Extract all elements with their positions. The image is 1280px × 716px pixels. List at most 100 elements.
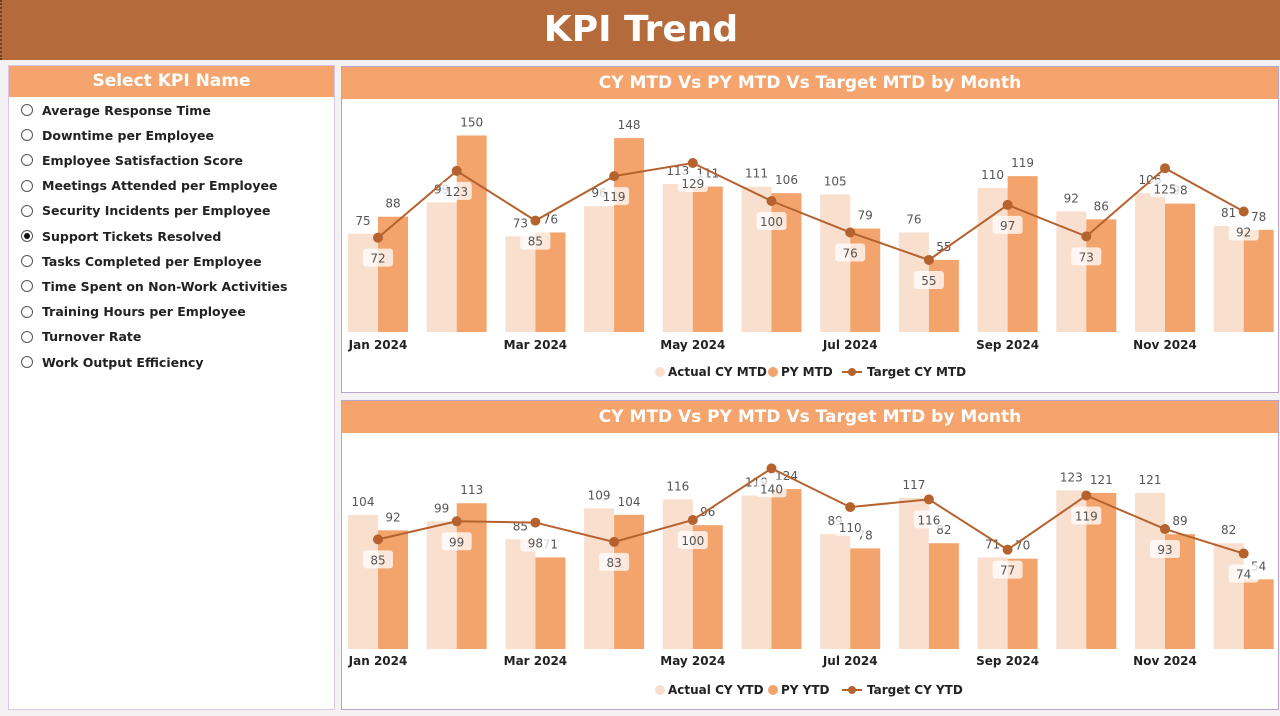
target-point xyxy=(923,254,934,265)
actual-label: 71 xyxy=(985,537,1000,551)
target-point xyxy=(1081,490,1092,501)
target-point xyxy=(1160,163,1170,174)
slicer-item-label: Time Spent on Non-Work Activities xyxy=(42,278,288,294)
legend-actual: Actual CY YTD xyxy=(668,683,764,697)
x-tick-label: Jul 2024 xyxy=(822,654,878,668)
py-bar xyxy=(1086,219,1117,332)
py-label: 104 xyxy=(618,495,641,509)
target-point xyxy=(687,515,698,525)
x-tick-label: Sep 2024 xyxy=(976,338,1039,352)
py-label: 78 xyxy=(1251,210,1266,224)
actual-bar xyxy=(741,495,772,649)
slicer-item[interactable]: Training Hours per Employee xyxy=(21,302,246,322)
target-label: 125 xyxy=(1154,182,1177,196)
target-point xyxy=(687,158,698,169)
chart-title: CY MTD Vs PY MTD Vs Target MTD by Month xyxy=(342,67,1278,99)
radio-icon[interactable] xyxy=(21,356,33,368)
x-tick-label: Jul 2024 xyxy=(822,338,878,352)
target-point xyxy=(373,534,383,545)
target-point xyxy=(923,494,934,505)
py-label: 79 xyxy=(858,209,873,223)
radio-icon[interactable] xyxy=(21,204,33,217)
target-label-bg xyxy=(835,243,866,262)
slicer-item-label: Average Response Time xyxy=(42,102,211,118)
py-bar xyxy=(928,543,959,649)
target-label: 100 xyxy=(681,534,704,548)
x-tick-label: Mar 2024 xyxy=(504,654,568,668)
target-label: 72 xyxy=(370,252,385,266)
ytd-chart: 104 92 Jan 2024 99 113 85 71 Mar 2024 109 104 116 9… xyxy=(348,463,1274,697)
target-label-bg xyxy=(1150,540,1180,559)
legend-target: Target CY MTD xyxy=(867,365,966,379)
target-label-bg xyxy=(756,479,787,498)
radio-icon[interactable] xyxy=(21,129,33,142)
target-label-bg xyxy=(363,550,393,569)
target-point xyxy=(766,463,777,474)
target-label-bg xyxy=(677,531,708,549)
target-label-bg xyxy=(913,510,944,529)
target-point xyxy=(451,516,462,527)
py-bar xyxy=(928,259,959,332)
slicer-item[interactable]: Tasks Completed per Employee xyxy=(21,251,262,271)
target-label: 97 xyxy=(1000,219,1015,233)
radio-icon[interactable] xyxy=(21,305,33,318)
py-label: 88 xyxy=(385,197,400,211)
slicer-item[interactable]: Meetings Attended per Employee xyxy=(21,176,277,196)
target-label: 129 xyxy=(681,177,704,191)
target-point xyxy=(1081,231,1092,242)
radio-icon[interactable] xyxy=(21,104,33,116)
actual-label: 82 xyxy=(1221,523,1236,537)
slicer-item[interactable]: Downtime per Employee xyxy=(21,125,214,145)
slicer-item[interactable]: Support Tickets Resolved xyxy=(21,226,221,246)
x-tick-label: May 2024 xyxy=(660,654,725,668)
actual-label: 117 xyxy=(902,478,925,492)
target-label-bg xyxy=(599,187,630,206)
py-bar xyxy=(378,530,408,649)
x-tick-label: Nov 2024 xyxy=(1133,338,1197,352)
slicer-item-label: Downtime per Employee xyxy=(42,127,214,143)
legend-py: PY MTD xyxy=(781,365,833,379)
radio-icon[interactable] xyxy=(21,179,33,192)
actual-bar xyxy=(505,539,536,649)
ytd-chart-card: CY MTD Vs PY MTD Vs Target MTD by Month … xyxy=(341,400,1279,710)
slicer-item[interactable]: Time Spent on Non-Work Activities xyxy=(21,276,287,296)
target-label-bg xyxy=(599,552,630,571)
actual-bar xyxy=(584,508,615,649)
target-point xyxy=(1002,544,1013,555)
actual-label: 73 xyxy=(513,216,528,230)
target-label-bg xyxy=(1228,222,1259,241)
radio-icon[interactable] xyxy=(21,255,33,268)
x-tick-label: Nov 2024 xyxy=(1133,654,1197,668)
radio-icon[interactable] xyxy=(21,230,33,242)
target-label: 77 xyxy=(1000,564,1015,578)
radio-icon[interactable] xyxy=(21,280,33,293)
py-bar xyxy=(1243,229,1274,332)
target-point xyxy=(1002,199,1013,210)
slicer-item[interactable]: Average Response Time xyxy=(21,100,211,120)
slicer-item[interactable]: Turnover Rate xyxy=(21,327,141,347)
target-label: 123 xyxy=(445,185,468,199)
actual-bar xyxy=(1056,211,1087,332)
x-tick-label: Jan 2024 xyxy=(348,654,408,668)
actual-bar xyxy=(1135,492,1165,649)
actual-label: 116 xyxy=(666,479,689,493)
radio-icon[interactable] xyxy=(21,154,33,167)
actual-bar xyxy=(1213,225,1244,332)
slicer-item-label: Support Tickets Resolved xyxy=(42,228,222,244)
slicer-item[interactable]: Security Incidents per Employee xyxy=(21,201,270,221)
radio-icon[interactable] xyxy=(21,330,33,343)
x-tick-label: Sep 2024 xyxy=(976,654,1039,668)
slicer-item[interactable]: Employee Satisfaction Score xyxy=(21,150,243,170)
slicer-item[interactable]: Work Output Efficiency xyxy=(21,352,204,372)
legend-py: PY YTD xyxy=(781,683,830,697)
actual-bar xyxy=(584,206,615,332)
actual-bar xyxy=(348,233,378,332)
actual-label: 109 xyxy=(588,488,611,502)
target-point xyxy=(1160,524,1170,535)
py-bar xyxy=(614,138,645,332)
target-label-bg xyxy=(363,248,393,267)
py-label: 55 xyxy=(936,240,951,254)
actual-bar xyxy=(820,534,851,649)
target-label-bg xyxy=(1071,247,1102,266)
py-label: 70 xyxy=(1015,539,1030,553)
